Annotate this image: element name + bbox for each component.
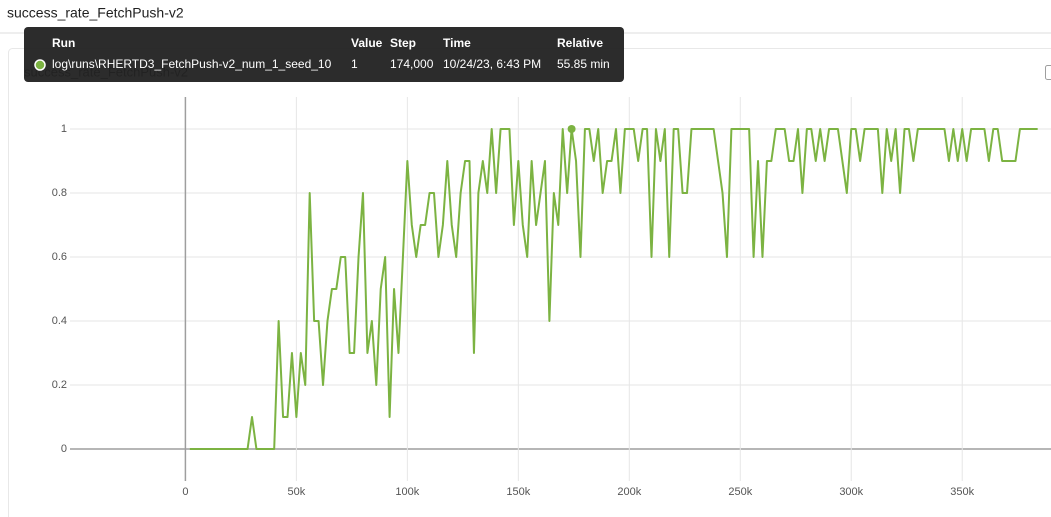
x-tick-label: 100k: [395, 486, 419, 498]
x-tick-label: 0: [182, 486, 188, 498]
tooltip-header: Value: [351, 36, 383, 50]
series-line: [189, 128, 1038, 450]
plot: 0 0.2 0.4 0.6 0.8 1 0 50k 100k 150k 200k 250k 300k 35…: [52, 97, 1051, 498]
y-tick-label: 0.8: [52, 187, 67, 199]
card: [8, 48, 1051, 517]
x-tick-label: 200k: [617, 486, 641, 498]
x-tick-label: 300k: [839, 486, 863, 498]
y-tick-label: 0.4: [52, 315, 67, 327]
x-tick-label: 350k: [950, 486, 974, 498]
tooltip: Run Value Step Time Relative log\runs\RH…: [24, 27, 624, 82]
tooltip-relative: 55.85 min: [557, 57, 610, 71]
y-tick-label: 0: [61, 443, 67, 455]
y-tick-label: 0.2: [52, 379, 67, 391]
y-tick-label: 0.6: [52, 251, 67, 263]
run-swatch: [34, 59, 46, 71]
x-tick-label: 50k: [288, 486, 306, 498]
x-tick-label: 250k: [728, 486, 752, 498]
tooltip-header: Time: [443, 36, 471, 50]
tooltip-value: 1: [351, 57, 358, 71]
tooltip-step: 174,000: [390, 57, 434, 71]
tooltip-box: [24, 27, 624, 82]
hover-point: [567, 125, 576, 133]
tooltip-header: Step: [390, 36, 416, 50]
x-tick-label: 150k: [506, 486, 530, 498]
y-tick-label: 1: [61, 123, 67, 135]
tooltip-header: Run: [52, 36, 75, 50]
tooltip-run: log\runs\RHERTD3_FetchPush-v2_num_1_seed…: [52, 57, 332, 71]
tooltip-header: Relative: [557, 36, 603, 50]
tooltip-time: 10/24/23, 6:43 PM: [443, 57, 541, 71]
header-title: success_rate_FetchPush-v2: [7, 5, 184, 21]
